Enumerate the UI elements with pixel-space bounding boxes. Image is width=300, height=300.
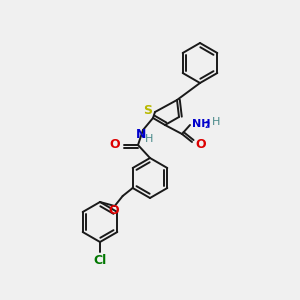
Text: NH: NH <box>192 119 211 129</box>
Text: N: N <box>136 128 146 140</box>
Text: 2: 2 <box>204 122 209 130</box>
Text: Cl: Cl <box>93 254 106 266</box>
Text: H: H <box>212 117 220 127</box>
Text: H: H <box>145 134 153 144</box>
Text: S: S <box>143 104 152 118</box>
Text: O: O <box>110 137 120 151</box>
Text: O: O <box>195 137 206 151</box>
Text: O: O <box>108 205 119 218</box>
